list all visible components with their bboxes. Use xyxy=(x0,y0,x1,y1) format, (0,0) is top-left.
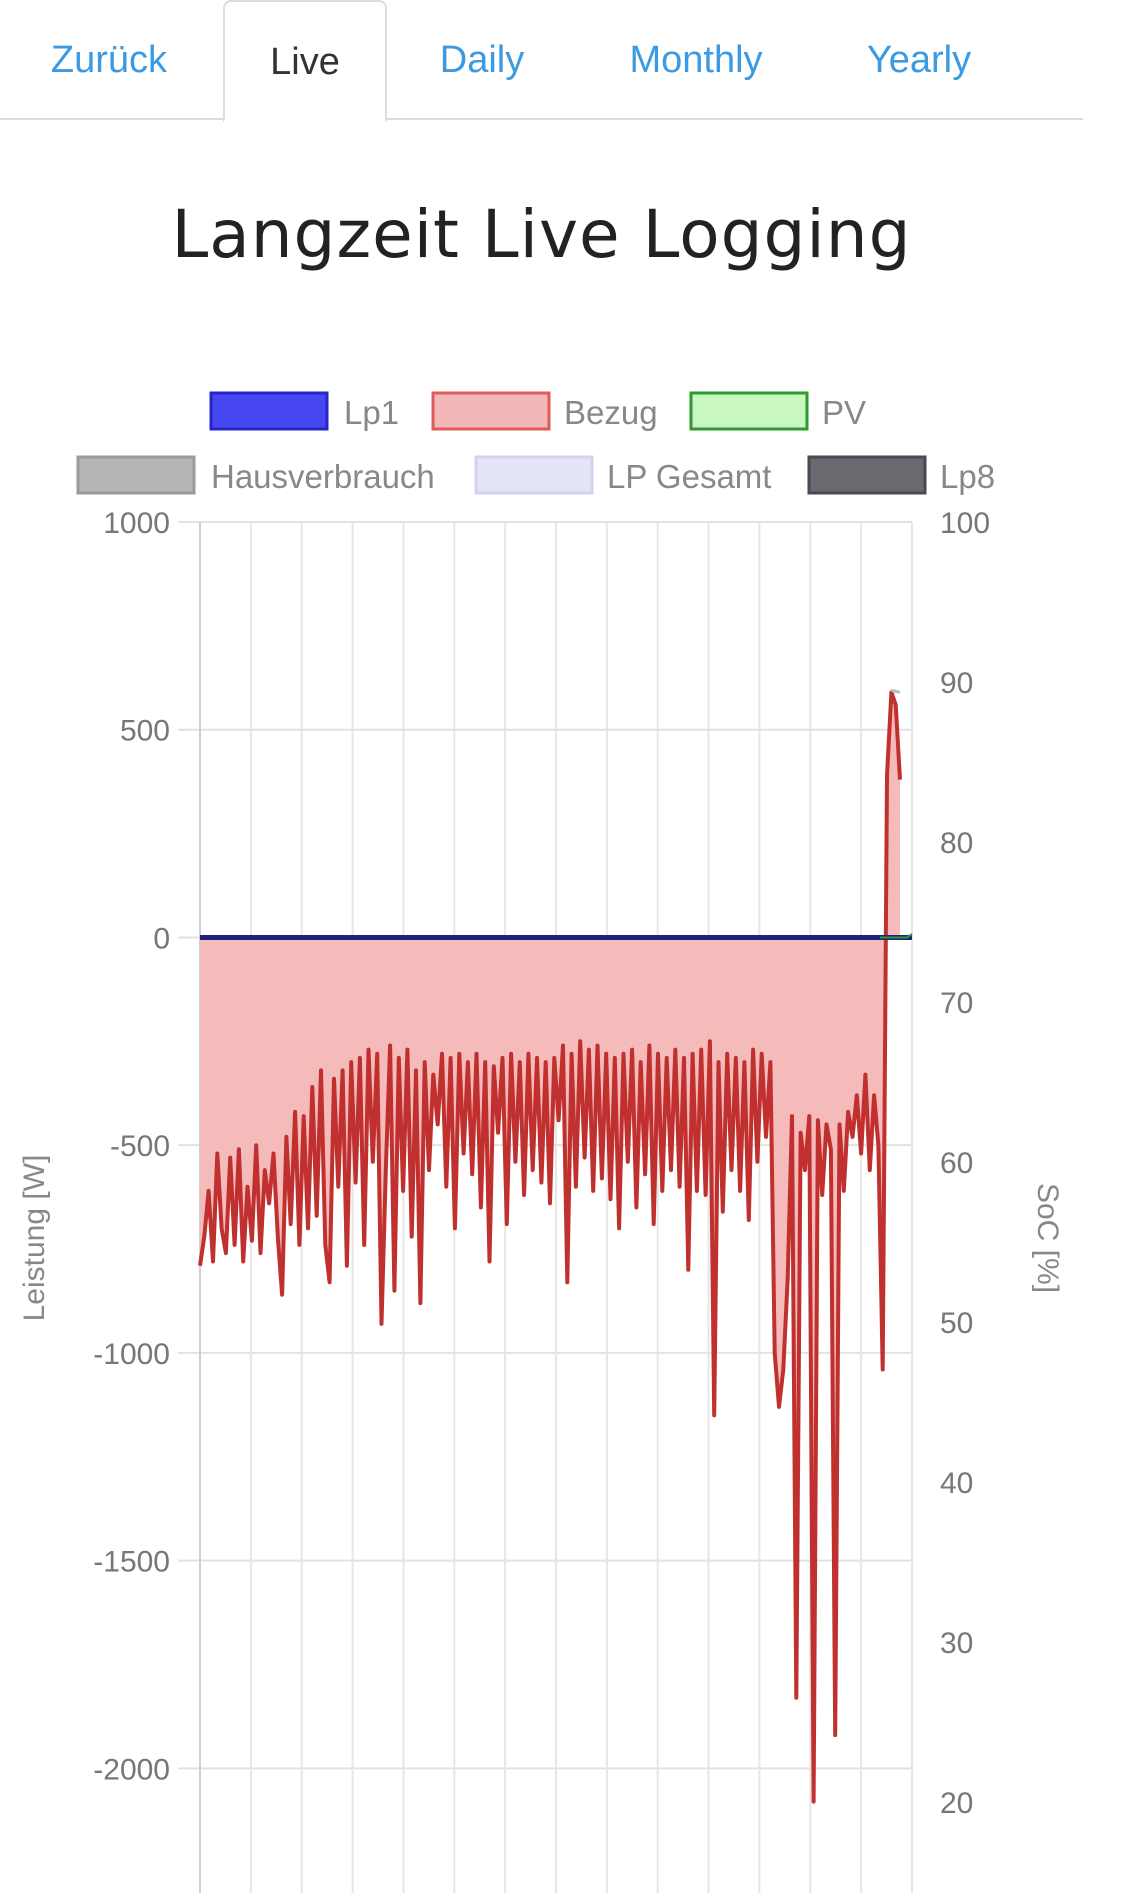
y-right-tick-label: 20 xyxy=(940,1787,973,1820)
legend-swatch xyxy=(807,455,927,495)
bezug-line xyxy=(198,690,902,1804)
page-title: Langzeit Live Logging xyxy=(171,196,912,273)
pv-line xyxy=(880,933,913,939)
y-right-tick-label: 40 xyxy=(940,1467,973,1500)
y-left-tick-label: 0 xyxy=(153,922,170,955)
y-left-tick-label: 1000 xyxy=(103,507,170,540)
legend-swatch xyxy=(431,391,551,431)
hausverbrauch-line xyxy=(891,688,901,694)
y-right-tick-label: 90 xyxy=(940,667,973,700)
legend-swatch xyxy=(474,455,594,495)
legend-swatch xyxy=(209,391,329,431)
legend-label: Bezug xyxy=(564,394,658,431)
y-right-axis-label: SoC [%] xyxy=(1031,1183,1064,1293)
legend-label: PV xyxy=(822,394,866,431)
legend-label: Hausverbrauch xyxy=(211,458,435,495)
y-left-tick-label: -2000 xyxy=(93,1753,170,1786)
legend-label: LP Gesamt xyxy=(607,458,771,495)
y-right-tick-label: 80 xyxy=(940,827,973,860)
chart-axes: 1000 500 0 -500 -1000 -1500 -2000 100 90 80 70 60 50… xyxy=(18,507,1064,1820)
tab-live[interactable]: Live xyxy=(223,0,387,122)
legend-label: Lp1 xyxy=(344,394,399,431)
chart-legend: Lp1 Bezug PV Hausverbrauch LP Gesamt Lp8 xyxy=(76,391,995,495)
bezug-area xyxy=(200,692,900,1802)
bezug-area-group xyxy=(200,692,900,1802)
y-right-tick-label: 30 xyxy=(940,1627,973,1660)
tab-bar: Zurück Live Daily Monthly Yearly xyxy=(0,0,1083,122)
series-group xyxy=(198,688,913,1804)
y-left-tick-label: -500 xyxy=(110,1130,170,1163)
tab-yearly[interactable]: Yearly xyxy=(866,39,972,81)
y-left-tick-label: -1500 xyxy=(93,1546,170,1579)
tab-monthly[interactable]: Monthly xyxy=(629,39,763,81)
legend-swatch xyxy=(76,455,196,495)
legend-label: Lp8 xyxy=(940,458,995,495)
y-right-tick-label: 60 xyxy=(940,1147,973,1180)
legend-swatch xyxy=(689,391,809,431)
y-left-axis-label: Leistung [W] xyxy=(18,1155,51,1322)
y-left-tick-label: 500 xyxy=(120,715,170,748)
y-right-tick-label: 50 xyxy=(940,1307,973,1340)
tab-daily[interactable]: Daily xyxy=(439,39,525,81)
tab-zurueck[interactable]: Zurück xyxy=(50,39,168,81)
y-right-tick-label: 70 xyxy=(940,987,973,1020)
y-right-tick-label: 100 xyxy=(940,507,990,540)
y-left-tick-label: -1000 xyxy=(93,1338,170,1371)
